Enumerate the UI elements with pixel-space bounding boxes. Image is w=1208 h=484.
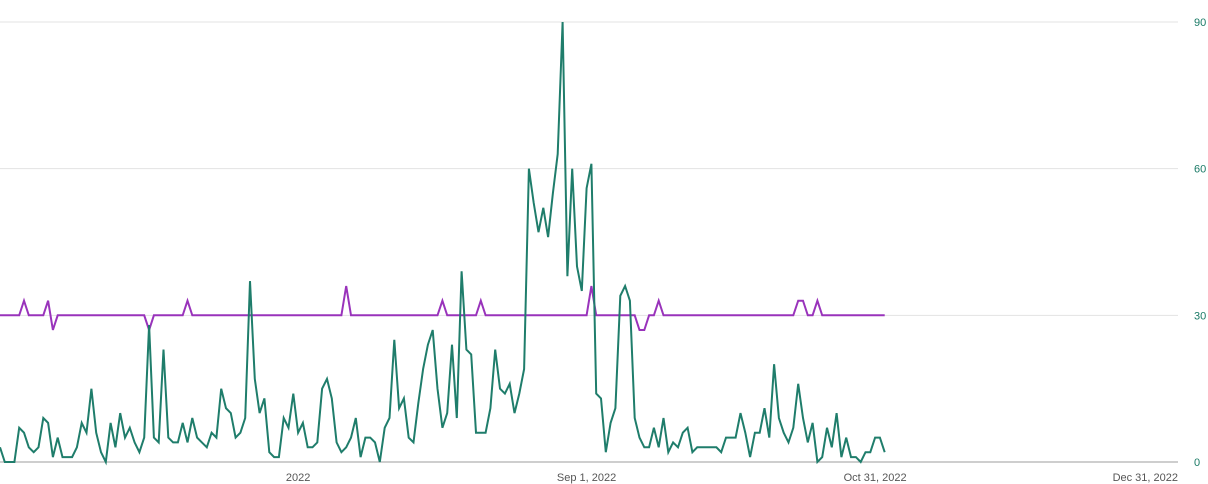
x-tick-label-1: Sep 1, 2022 xyxy=(557,472,616,484)
x-axis-ticks: 2022 Sep 1, 2022 Oct 31, 2022 Dec 31, 2022 xyxy=(286,472,1178,484)
x-tick-label-0: 2022 xyxy=(286,472,310,484)
x-tick-label-2: Oct 31, 2022 xyxy=(844,472,907,484)
y-tick-label-30: 30 xyxy=(1194,310,1206,322)
series-line-green xyxy=(0,21,886,466)
gridlines xyxy=(0,21,1178,463)
x-tick-label-3: Dec 31, 2022 xyxy=(1113,472,1178,484)
series-line-purple xyxy=(0,285,885,334)
y-tick-label-60: 60 xyxy=(1194,164,1206,176)
series-lines xyxy=(0,21,886,466)
y-axis-ticks: 0 30 60 90 xyxy=(1194,17,1206,469)
y-tick-label-0: 0 xyxy=(1194,457,1200,469)
y-tick-label-90: 90 xyxy=(1194,17,1206,29)
